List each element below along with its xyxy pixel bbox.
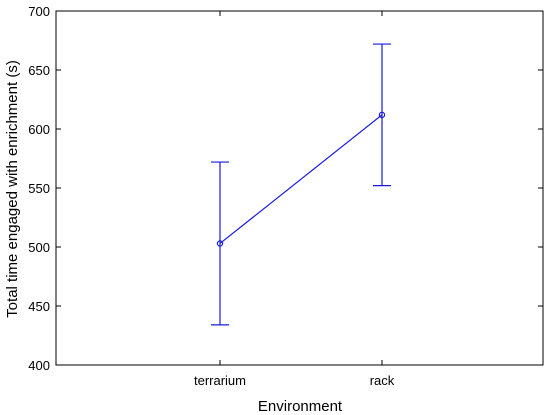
y-tick-label: 500 <box>28 240 50 255</box>
data-point-terrarium <box>216 240 224 247</box>
data-point-rack <box>378 111 386 119</box>
y-tick-label: 700 <box>28 4 50 19</box>
y-tick-label: 650 <box>28 63 50 78</box>
plot-frame <box>55 10 544 366</box>
series-layer <box>211 43 391 326</box>
y-axis-title: Total time engaged with enrichment (s) <box>4 60 21 318</box>
x-tick-label-terrarium: terrarium <box>194 373 246 388</box>
x-axis: terrarium rack <box>194 11 395 388</box>
y-tick-label: 450 <box>28 299 50 314</box>
x-axis-title: Environment <box>258 398 343 415</box>
series-line <box>219 114 383 244</box>
y-tick-label: 600 <box>28 122 50 137</box>
x-tick-label-rack: rack <box>370 373 395 388</box>
y-tick-label: 400 <box>28 358 50 373</box>
y-axis: 400 450 500 550 600 650 700 <box>28 4 543 373</box>
y-tick-label: 550 <box>28 181 50 196</box>
